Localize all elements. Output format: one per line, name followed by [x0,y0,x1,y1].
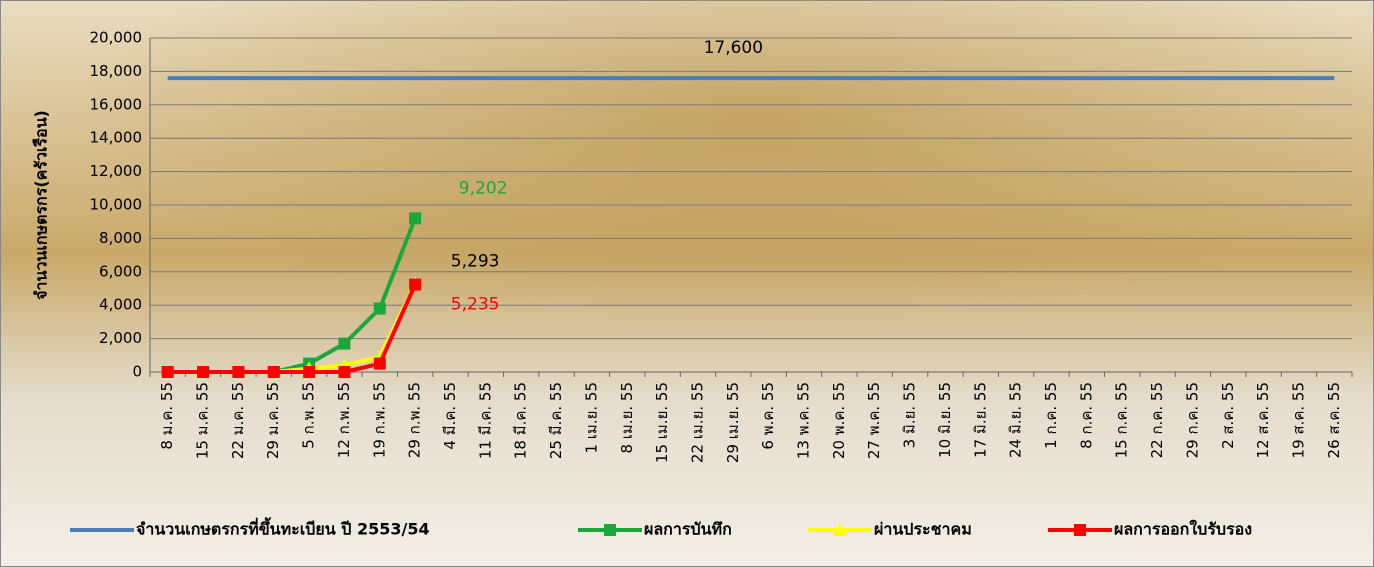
marker [232,366,244,378]
x-tick-label: 12 ส.ค. 55 [1254,382,1272,458]
x-tick-label: 5 ก.พ. 55 [300,382,318,449]
marker [409,279,421,291]
marker [338,366,350,378]
x-tick-label: 25 มี.ค. 55 [547,382,565,459]
x-tick-label: 19 ส.ค. 55 [1289,382,1307,458]
x-tick-label: 22 เม.ย. 55 [688,382,706,463]
x-tick-label: 8 ก.ค. 55 [1077,382,1095,449]
x-tick-label: 1 ก.ค. 55 [1042,382,1060,449]
x-tick-label: 3 มิ.ย. 55 [901,382,919,448]
legend-label: ผลการบันทึก [644,520,732,539]
legend-marker [604,524,616,536]
marker [338,338,350,350]
y-tick-label: 2,000 [99,329,142,347]
x-tick-label: 13 พ.ค. 55 [795,382,813,459]
y-tick-label: 4,000 [99,296,142,314]
legend-label: จำนวนเกษตรกรที่ขึ้นทะเบียน ปี 2553/54 [136,517,430,539]
x-tick-label: 1 เม.ย. 55 [582,382,600,454]
y-tick-label: 16,000 [90,95,143,113]
chart: จำนวนเกษตรกร(ครัวเรือน) 0 2,000 4,000 6,000… [0,0,1374,567]
y-tick-label: 6,000 [99,262,142,280]
x-tick-label: 4 มี.ค. 55 [441,382,459,450]
x-tick-label: 11 มี.ค. 55 [476,382,494,459]
x-tick-label: 17 มิ.ย. 55 [971,382,989,458]
y-tick-label: 18,000 [90,62,143,80]
x-tick-label: 12 ก.พ. 55 [335,382,353,458]
y-tick-label: 0 [132,363,142,381]
x-tick-label: 26 ส.ค. 55 [1325,382,1343,458]
y-tick-label: 10,000 [90,196,143,214]
marker [374,303,386,315]
x-tick-label: 24 มิ.ย. 55 [1007,382,1025,458]
data-label: 17,600 [704,38,763,58]
data-label: 9,202 [459,178,508,198]
x-tick-label: 22 ม.ค. 55 [229,382,247,459]
data-label: 5,235 [451,295,500,315]
marker [409,212,421,224]
x-tick-label: 10 มิ.ย. 55 [936,382,954,458]
x-tick-label: 29 ก.พ. 55 [406,382,424,458]
y-tick-label: 14,000 [90,129,143,147]
marker [374,358,386,370]
marker [162,366,174,378]
marker [303,366,315,378]
legend-label: ผลการออกใบรับรอง [1114,520,1252,539]
x-tick-label: 29 ม.ค. 55 [264,382,282,459]
x-tick-label: 15 ม.ค. 55 [194,382,212,459]
y-axis-title: จำนวนเกษตรกร(ครัวเรือน) [32,110,51,300]
background-glow [0,0,1374,400]
x-tick-label: 22 ก.ค. 55 [1148,382,1166,458]
x-tick-label: 15 เม.ย. 55 [653,382,671,463]
data-label: 5,293 [451,252,500,272]
x-tick-label: 8 ม.ค. 55 [158,382,176,450]
legend-marker [1074,524,1086,536]
x-tick-label: 29 เม.ย. 55 [724,382,742,463]
legend-label: ผ่านประชาคม [874,520,972,539]
page: จำนวนเกษตรกร(ครัวเรือน) 0 2,000 4,000 6,000… [0,0,1374,567]
x-tick-label: 19 ก.พ. 55 [370,382,388,458]
x-tick-label: 15 ก.ค. 55 [1113,382,1131,458]
x-tick-label: 6 พ.ค. 55 [759,382,777,450]
marker [268,366,280,378]
y-tick-label: 12,000 [90,162,143,180]
x-tick-label: 20 พ.ค. 55 [830,382,848,459]
x-tick-label: 29 ก.ค. 55 [1183,382,1201,458]
marker [197,366,209,378]
x-tick-label: 27 พ.ค. 55 [865,382,883,459]
x-tick-label: 18 มี.ค. 55 [512,382,530,459]
y-tick-label: 8,000 [99,229,142,247]
x-tick-label: 8 เม.ย. 55 [618,382,636,454]
x-tick-label: 2 ส.ค. 55 [1219,382,1237,449]
y-tick-label: 20,000 [90,29,143,47]
